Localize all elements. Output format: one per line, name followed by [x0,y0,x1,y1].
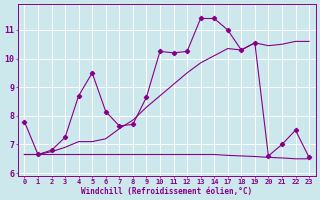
X-axis label: Windchill (Refroidissement éolien,°C): Windchill (Refroidissement éolien,°C) [81,187,252,196]
